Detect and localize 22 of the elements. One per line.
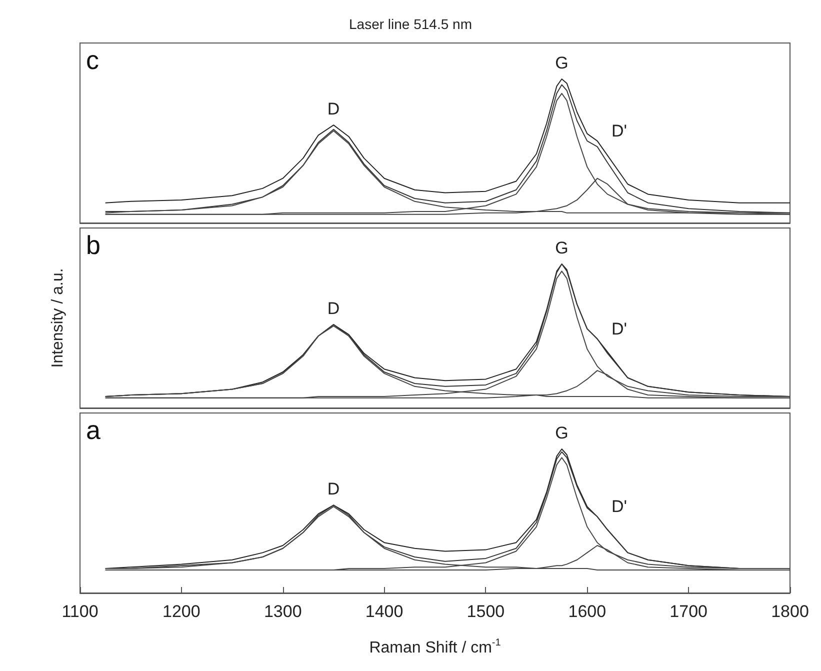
text: b bbox=[86, 230, 100, 260]
x-tick-label: 1200 bbox=[162, 602, 200, 621]
text: G bbox=[555, 424, 568, 442]
x-tick-label: 1700 bbox=[670, 602, 708, 621]
x-tick-label: 1500 bbox=[466, 602, 505, 621]
annotation: D bbox=[327, 100, 340, 119]
annotation: D' bbox=[612, 121, 628, 140]
x-tick-label: 1100 bbox=[62, 602, 98, 621]
text: G bbox=[555, 238, 568, 258]
annotation: D' bbox=[612, 497, 628, 516]
text: c bbox=[86, 45, 99, 75]
x-tick-label: 1800 bbox=[771, 602, 809, 621]
chart-title: Laser line 514.5 nm bbox=[349, 16, 472, 32]
x-tick-label: 1300 bbox=[264, 602, 302, 621]
x-tick-label: 1400 bbox=[365, 602, 404, 621]
y-axis-title: Intensity / a.u. bbox=[50, 268, 66, 368]
x-tick-label: 1600 bbox=[568, 602, 606, 621]
annotation: D' bbox=[612, 319, 628, 338]
text: a bbox=[86, 415, 101, 445]
annotation: D bbox=[327, 298, 340, 318]
annotation: D bbox=[327, 480, 340, 499]
text: G bbox=[555, 54, 568, 72]
